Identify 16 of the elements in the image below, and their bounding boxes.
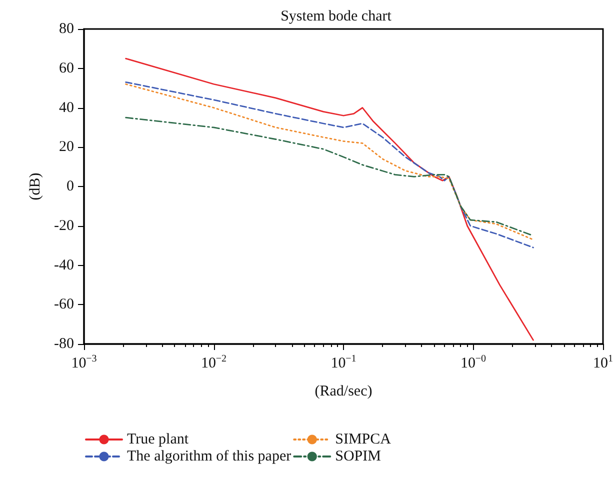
y-tick-label: 40 [59,100,74,116]
y-tick-label: -40 [54,257,74,274]
y-tick-label: -80 [54,336,74,352]
y-tick-label: 20 [59,139,74,156]
legend-label: True plant [127,432,190,448]
y-tick-label: 60 [59,60,74,76]
x-axis-title: (Rad/sec) [314,384,372,400]
chart-title: System bode chart [280,8,392,24]
y-axis-title: (dB) [28,172,44,200]
y-tick-label: 80 [59,21,74,37]
legend-label: SOPIM [335,448,381,464]
legend-label: The algorithm of this paper [127,448,292,464]
y-tick-label: -60 [54,296,74,313]
y-tick-label: -20 [54,218,74,234]
y-tick-label: 0 [66,178,74,194]
legend-label: SIMPCA [335,432,392,448]
